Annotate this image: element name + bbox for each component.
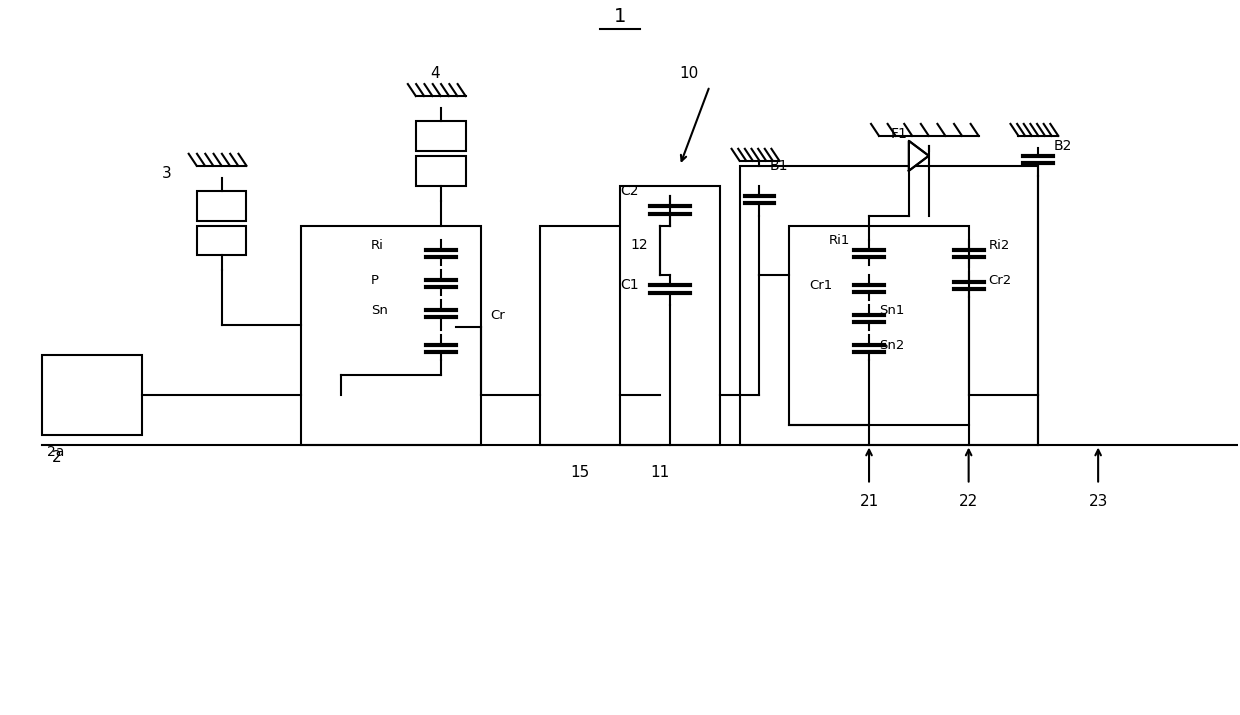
Text: 2a: 2a (47, 445, 64, 458)
Text: Sn2: Sn2 (879, 338, 904, 352)
Text: 10: 10 (680, 66, 699, 81)
Bar (42, 355, 141, 435)
Text: F1: F1 (890, 127, 908, 141)
Text: 12: 12 (630, 238, 647, 252)
Polygon shape (909, 141, 929, 171)
Text: B2: B2 (1053, 139, 1071, 153)
Bar (541, 225, 660, 445)
Text: 11: 11 (650, 465, 670, 480)
Bar (197, 191, 247, 220)
Text: C1: C1 (620, 278, 639, 292)
Bar (739, 166, 1038, 445)
Text: 15: 15 (570, 465, 590, 480)
Text: 4: 4 (430, 66, 440, 81)
Text: 1: 1 (614, 7, 626, 26)
Text: 21: 21 (859, 495, 879, 510)
Text: Sn1: Sn1 (879, 304, 904, 317)
Bar (197, 225, 247, 255)
Text: Ri2: Ri2 (988, 239, 1009, 252)
Text: P: P (371, 274, 379, 287)
Bar (415, 121, 465, 151)
Bar (790, 225, 968, 425)
Text: 3: 3 (161, 166, 171, 181)
Bar (301, 225, 481, 445)
Bar (620, 186, 719, 445)
Text: C2: C2 (620, 184, 639, 197)
Text: 2: 2 (52, 450, 62, 465)
Text: Ri: Ri (371, 239, 384, 252)
Text: Sn: Sn (371, 304, 388, 317)
Text: 23: 23 (1089, 495, 1107, 510)
Bar (415, 156, 465, 186)
Text: Cr2: Cr2 (988, 274, 1012, 287)
Text: Cr1: Cr1 (810, 279, 832, 292)
Text: B1: B1 (769, 159, 787, 173)
Text: Ri1: Ri1 (830, 234, 851, 247)
Text: Cr: Cr (491, 309, 505, 322)
Text: 22: 22 (959, 495, 978, 510)
